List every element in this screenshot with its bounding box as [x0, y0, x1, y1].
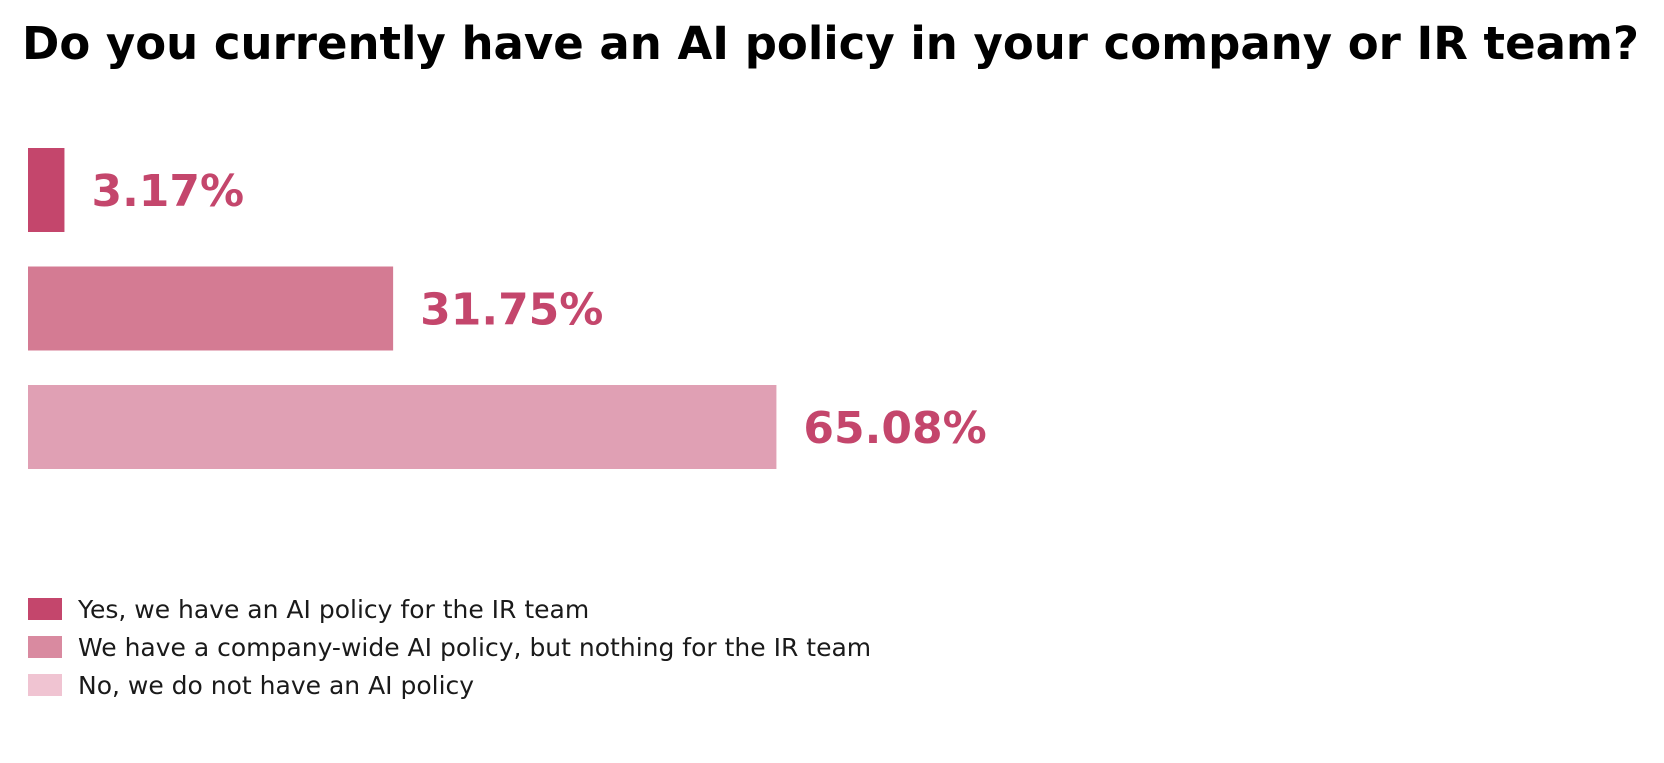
legend-label: No, we do not have an AI policy [78, 670, 475, 700]
bar-3 [28, 385, 777, 469]
legend-item-3: No, we do not have an AI policy [28, 666, 871, 704]
legend-swatch [28, 598, 62, 620]
bar-value-label-2: 31.75% [420, 285, 603, 336]
legend-label: Yes, we have an AI policy for the IR tea… [78, 594, 590, 624]
legend-label: We have a company-wide AI policy, but no… [78, 632, 872, 662]
legend-item-2: We have a company-wide AI policy, but no… [28, 628, 871, 666]
chart-title: Do you currently have an AI policy in yo… [22, 17, 1639, 70]
bar-chart: 3.17% 31.75% 65.08% [28, 148, 987, 469]
bar-value-label-1: 3.17% [91, 166, 244, 217]
legend-swatch [28, 674, 62, 696]
bar-2 [28, 266, 394, 351]
bar-value-label-3: 65.08% [803, 403, 986, 454]
legend: Yes, we have an AI policy for the IR tea… [28, 590, 871, 704]
legend-swatch [28, 636, 62, 658]
legend-item-1: Yes, we have an AI policy for the IR tea… [28, 590, 871, 628]
bar-1 [28, 148, 65, 232]
